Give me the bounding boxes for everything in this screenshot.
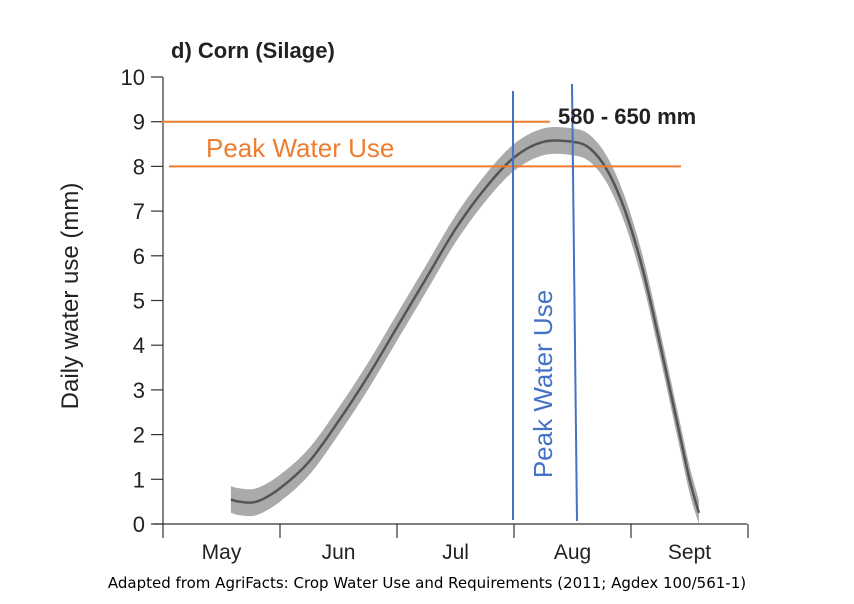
- y-tick-label: 2: [133, 423, 145, 448]
- y-tick-label: 4: [133, 333, 145, 358]
- x-tick-label: Jun: [322, 541, 356, 564]
- confidence-band: [230, 126, 699, 524]
- x-tick-label: Jul: [442, 541, 469, 564]
- x-tick-label: May: [202, 541, 242, 564]
- y-tick-label: 6: [133, 244, 145, 269]
- y-tick-label: 1: [133, 467, 145, 492]
- source-caption: Adapted from AgriFacts: Crop Water Use a…: [107, 574, 747, 592]
- peak-end-line: [571, 83, 578, 522]
- confidence-band-layer: [230, 126, 699, 524]
- x-tick-label: Aug: [554, 541, 591, 564]
- y-tick-label: 5: [133, 289, 145, 314]
- axes: 0 1 2 3 4 5 6 7 8 9 10 May Jun Jul Aug Sept: [121, 65, 749, 564]
- y-tick-label: 8: [133, 154, 145, 179]
- horizontal-peak-label: Peak Water Use: [206, 133, 394, 163]
- y-tick-label: 0: [133, 512, 145, 537]
- y-tick-label: 9: [133, 110, 145, 135]
- annotation-layer: [162, 83, 681, 522]
- y-tick-label: 3: [133, 378, 145, 403]
- y-tick-label: 10: [121, 65, 145, 90]
- range-annotation: 580 - 650 mm: [558, 104, 696, 129]
- y-tick-label: 7: [133, 199, 145, 224]
- chart: 0 1 2 3 4 5 6 7 8 9 10 May Jun Jul Aug Sept d) Corn (Si…: [57, 38, 749, 564]
- vertical-peak-label: Peak Water Use: [528, 290, 558, 478]
- y-axis-label: Daily water use (mm): [57, 183, 84, 410]
- chart-title: d) Corn (Silage): [171, 38, 335, 63]
- x-tick-label: Sept: [668, 541, 711, 564]
